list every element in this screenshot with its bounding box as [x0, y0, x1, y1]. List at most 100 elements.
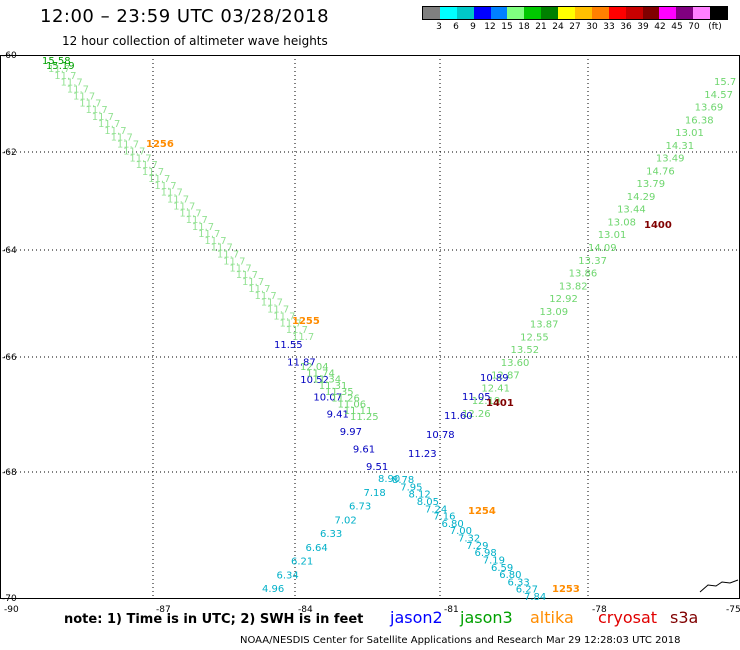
track-value-jason3: 13.01: [675, 128, 704, 139]
legend-label: 3: [436, 22, 442, 32]
legend-label: 15: [501, 22, 513, 32]
track-value-jason3: 13.37: [578, 256, 607, 267]
track-value-jason2: 7.29: [466, 541, 488, 552]
legend-swatch: [710, 7, 728, 19]
track-value-jason2: 6.73: [349, 502, 371, 513]
track-dense-mark: 11.7: [86, 105, 108, 116]
track-value-jason2: 4.96: [262, 584, 284, 595]
legend-swatch: [456, 7, 474, 19]
legend-label: 12: [484, 22, 496, 32]
track-dense-mark: 11.7: [217, 250, 239, 261]
track-dense-mark: 11.7: [248, 284, 270, 295]
track-time-label: 1401: [486, 398, 514, 409]
track-dense-mark: 11.7: [129, 153, 151, 164]
track-dense-mark: 11.7: [136, 160, 158, 171]
track-value-jason3: 15.19: [46, 61, 75, 72]
track-dense-mark: 11.7: [261, 298, 283, 309]
track-dense-mark: 11.7: [204, 236, 226, 247]
track-value-jason3: 12.87: [491, 371, 520, 382]
track-time-label: 1254: [468, 506, 496, 517]
track-value-jason2: 10.07: [313, 392, 342, 403]
legend-label: 36: [620, 22, 632, 32]
x-tick-label: -84: [298, 605, 313, 615]
track-dense-mark: 11.7: [292, 332, 314, 343]
track-dense-mark: 11.7: [154, 181, 176, 192]
track-value-jason2: 6.34: [277, 570, 299, 581]
track-time-label: 1253: [552, 584, 580, 595]
track-value-jason2: 9.61: [353, 445, 375, 456]
track-dense-mark: 11.7: [267, 305, 289, 316]
track-dense-mark: 11.7: [79, 98, 101, 109]
track-value-jason2: 6.21: [291, 557, 313, 568]
track-dense-mark: 11.7: [61, 78, 83, 89]
legend-label: 39: [637, 22, 649, 32]
legend-swatch: [439, 7, 457, 19]
legend-swatch: [541, 7, 559, 19]
track-value-jason3: 12.41: [481, 383, 510, 394]
legend-swatch: [693, 7, 711, 19]
track-value-jason3: 14.09: [588, 243, 617, 254]
track-value-jason3: 14.31: [666, 141, 695, 152]
track-value-jason3: 16.38: [685, 115, 714, 126]
track-dense-mark: 11.7: [211, 243, 233, 254]
track-value-jason2: 7.18: [364, 488, 386, 499]
track-value-jason2: 8.78: [392, 475, 414, 486]
legend-label: 21: [535, 22, 547, 32]
track-value-jason3: 12.55: [520, 332, 549, 343]
track-value-jason3: 13.87: [530, 320, 559, 331]
track-value-jason2: 6.64: [306, 543, 328, 554]
track-dense-mark: 11.7: [198, 229, 220, 240]
legend-swatch: [423, 7, 440, 19]
legend-label: 30: [586, 22, 598, 32]
track-value-jason3: 12.04: [300, 362, 329, 373]
color-scale-labels: 3 6 9 12 15 18 21 24 27 30 33 36 39 42 45 70 (ft): [422, 22, 732, 34]
track-value-jason3: 13.09: [540, 307, 569, 318]
track-value-jason2: 7.24: [425, 504, 447, 515]
track-value-jason2: 7.02: [335, 515, 357, 526]
y-tick-label: -62: [2, 148, 17, 158]
track-value-jason2: 11.60: [444, 411, 473, 422]
track-value-jason2: 7.19: [483, 555, 505, 566]
track-dense-mark: 11.7: [167, 195, 189, 206]
legend-s3a: s3a: [670, 608, 699, 627]
page-subtitle: 12 hour collection of altimeter wave hei…: [62, 34, 328, 48]
track-value-jason3: 11.34: [313, 375, 342, 386]
axis-ticks: -60 -62 -64 -66 -68 -70-90 -87 -84 -81 -78 -75: [2, 51, 740, 615]
track-value-jason2: 9.97: [340, 427, 362, 438]
x-tick-label: -78: [592, 605, 607, 615]
track-dense-mark: 11.7: [179, 208, 201, 219]
track-value-jason2: 11.55: [274, 340, 303, 351]
legend-swatch: [490, 7, 508, 19]
track-value-jason2: 11.05: [462, 392, 491, 403]
legend-label: 24: [552, 22, 564, 32]
track-value-jason3: 14.29: [627, 192, 656, 203]
track-value-jason2: 6.80: [442, 519, 464, 530]
track-value-jason3: 14.76: [646, 166, 675, 177]
legend-label: 42: [654, 22, 666, 32]
track-value-jason2: 7.00: [450, 526, 472, 537]
track-value-jason3: 11.26: [331, 393, 360, 404]
track-dense-mark: 11.7: [286, 325, 308, 336]
track-value-jason3: 12.19: [472, 396, 501, 407]
track-value-jason3: 11.74: [306, 368, 335, 379]
legend-jason3: jason3: [460, 608, 513, 627]
track-dense-mark: 11.7: [229, 263, 251, 274]
x-tick-label: -75: [726, 605, 740, 615]
track-value-jason3: 13.52: [510, 345, 539, 356]
track-value-jason3: 13.82: [559, 281, 588, 292]
track-dense-mark: 11.7: [161, 188, 183, 199]
track-value-jason3: 13.49: [656, 154, 685, 165]
footer-credit: NOAA/NESDIS Center for Satellite Applica…: [240, 635, 681, 646]
track-value-jason2: 8.12: [409, 490, 431, 501]
x-tick-label: -90: [4, 605, 19, 615]
legend-swatch: [676, 7, 694, 19]
legend-label: 45: [671, 22, 683, 32]
track-dense-mark: 11.7: [242, 277, 264, 288]
track-value-jason2: 7.95: [400, 482, 422, 493]
track-value-jason2: 6.33: [320, 529, 342, 540]
track-value-jason2: 11.87: [287, 357, 316, 368]
track-time-label: 1400: [644, 220, 672, 231]
coastline: [699, 579, 739, 593]
legend-swatch: [642, 7, 660, 19]
